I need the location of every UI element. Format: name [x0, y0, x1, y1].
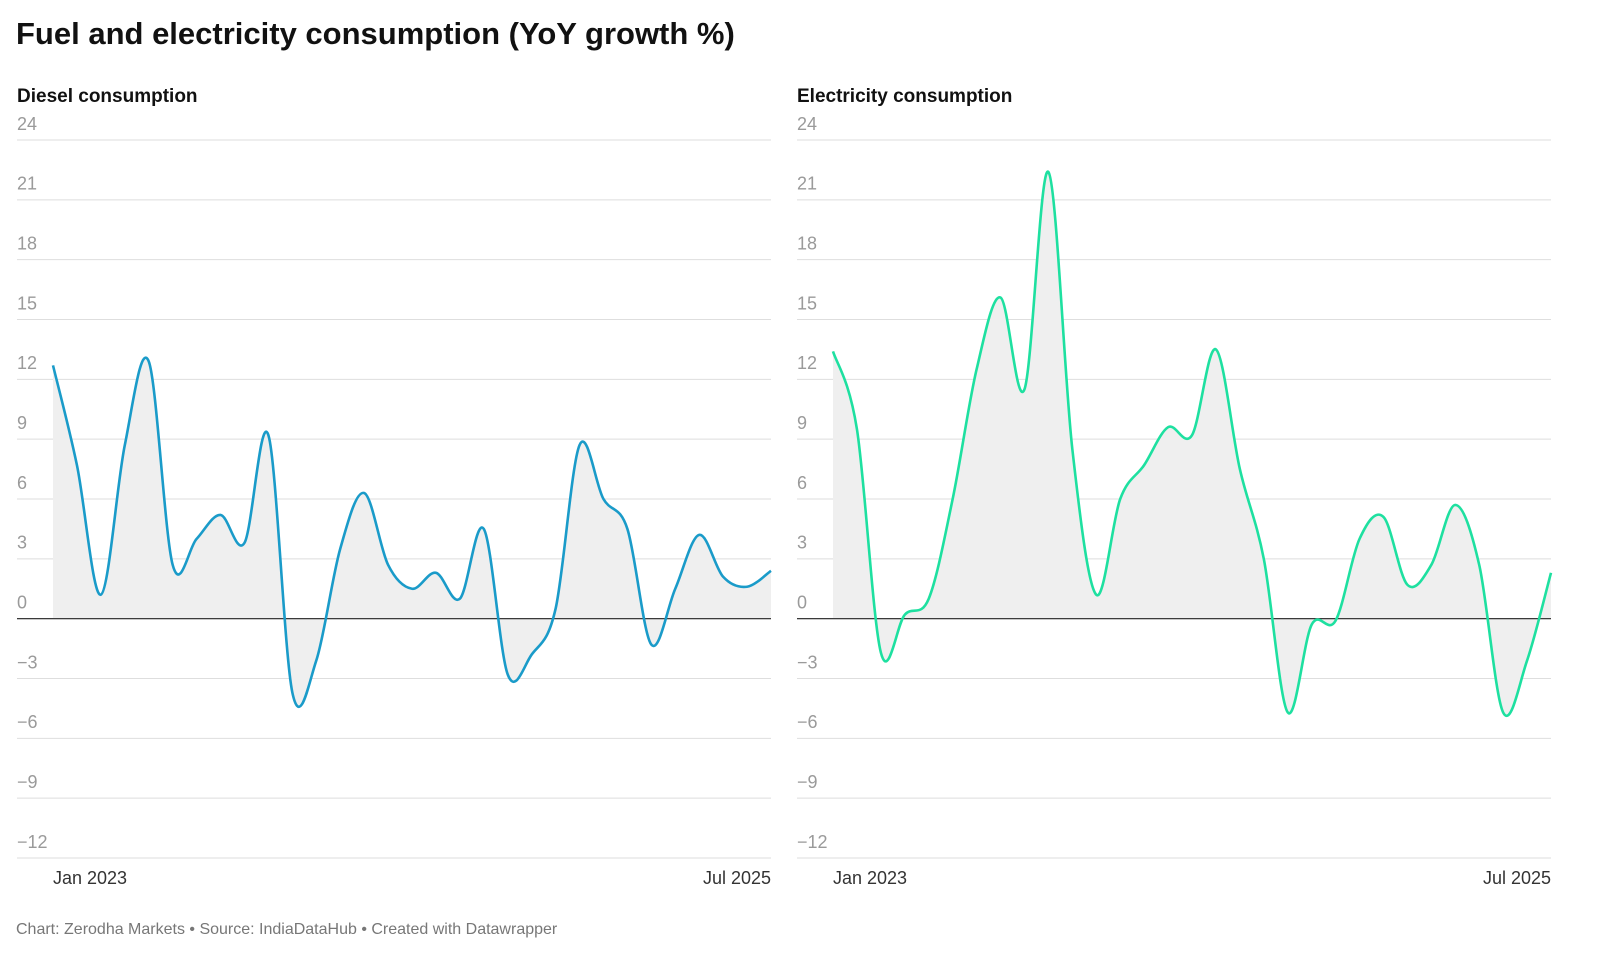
area — [53, 357, 771, 707]
title: Fuel and electricity consumption (YoY gr… — [16, 16, 735, 51]
y-tick-label: 3 — [17, 533, 27, 553]
y-tick-label: 12 — [17, 353, 37, 373]
y-tick-label: 18 — [17, 233, 37, 253]
y-tick-label: 21 — [797, 174, 817, 194]
y-tick-label: 3 — [797, 533, 807, 553]
y-tick-label: 15 — [797, 293, 817, 313]
x-tick-label: Jul 2025 — [703, 868, 771, 888]
y-tick-label: 15 — [17, 293, 37, 313]
area — [833, 171, 1551, 716]
y-tick-label: −12 — [797, 832, 828, 852]
line — [831, 170, 1553, 717]
y-tick-label: 0 — [797, 592, 807, 612]
y-tick-label: −6 — [17, 712, 38, 732]
y-tick-label: −9 — [17, 772, 38, 792]
x-tick-label: Jul 2025 — [1483, 868, 1551, 888]
line — [51, 356, 772, 709]
y-tick-label: −9 — [797, 772, 818, 792]
y-tick-label: −3 — [17, 652, 38, 672]
y-tick-label: 6 — [797, 473, 807, 493]
y-tick-label: −3 — [797, 652, 818, 672]
y-tick-label: 6 — [17, 473, 27, 493]
y-tick-label: −6 — [797, 712, 818, 732]
y-tick-label: 0 — [17, 592, 27, 612]
y-tick-label: 18 — [797, 233, 817, 253]
y-tick-label: 9 — [17, 413, 27, 433]
x-tick-label: Jan 2023 — [833, 868, 907, 888]
y-tick-label: −12 — [17, 832, 48, 852]
footer: Chart: Zerodha Markets • Source: IndiaDa… — [16, 921, 558, 938]
chart-subtitle: Diesel consumption — [17, 86, 198, 107]
y-tick-label: 21 — [17, 174, 37, 194]
y-tick-label: 12 — [797, 353, 817, 373]
x-tick-label: Jan 2023 — [53, 868, 127, 888]
y-tick-label: 9 — [797, 413, 807, 433]
chart-subtitle: Electricity consumption — [797, 86, 1012, 107]
y-tick-label: 24 — [797, 114, 817, 134]
y-tick-label: 24 — [17, 114, 37, 134]
